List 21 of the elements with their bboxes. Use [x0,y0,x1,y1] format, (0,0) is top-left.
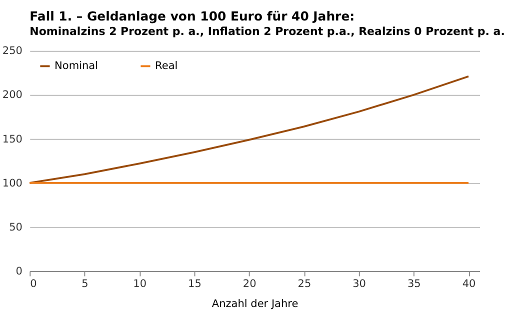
x-tick-label: 5 [82,278,88,290]
x-tick-label: 10 [133,278,147,290]
x-tick-label: 30 [352,278,366,290]
x-tick-label: 25 [298,278,312,290]
y-tick-label: 200 [2,89,22,102]
x-axis-title: Anzahl der Jahre [212,298,298,310]
x-tick-label: 20 [242,278,256,290]
y-tick-label: 150 [2,133,22,146]
x-tick-label: 15 [188,278,202,290]
y-tick-label: 50 [9,221,22,234]
y-tick-label: 250 [2,45,22,58]
x-tick-label: 35 [407,278,421,290]
legend-label: Nominal [54,60,98,72]
chart-subtitle: Nominalzins 2 Prozent p. a., Inflation 2 Prozent p.a., Realzins 0 Prozent p. a. [30,25,505,38]
x-tick-label: 40 [462,278,476,290]
y-tick-label: 100 [2,177,22,190]
legend-label: Real [155,60,178,72]
chart-title: Fall 1. – Geldanlage von 100 Euro für 40 Jahre: [30,8,355,24]
line-series [28,75,470,184]
x-tick-label: 0 [30,278,37,290]
y-tick-label: 0 [16,265,22,278]
